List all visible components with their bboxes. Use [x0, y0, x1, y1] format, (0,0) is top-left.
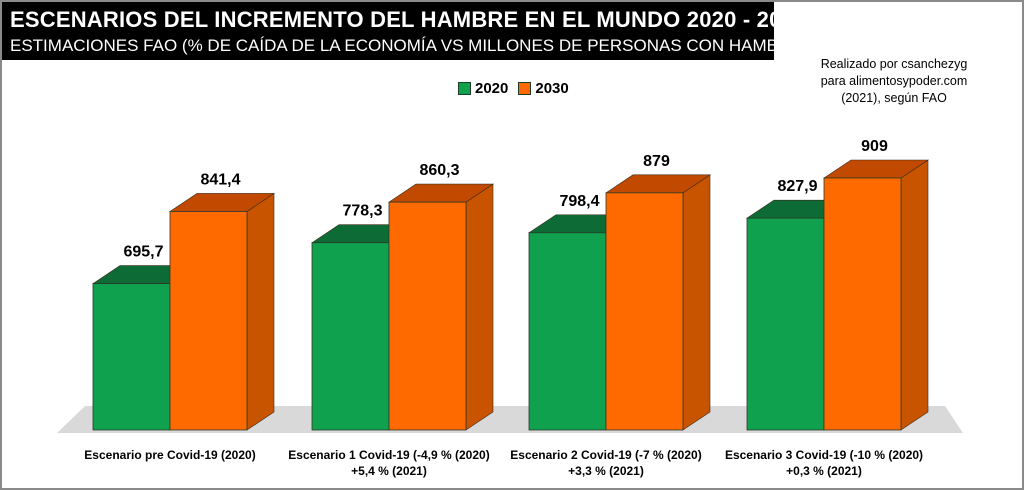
bar-side-2030-1 — [465, 183, 494, 431]
bar-side-2030-0 — [246, 192, 275, 431]
credit-note: Realizado por csanchezyg para alimentosy… — [784, 56, 1004, 107]
chart-subtitle: ESTIMACIONES FAO (% DE CAÍDA DE LA ECONO… — [10, 36, 808, 55]
legend-item-2020: 2020 — [458, 80, 508, 97]
category-label-2-1: +3,3 % (2021) — [568, 464, 644, 478]
bar-side-2030-3 — [900, 159, 929, 431]
credit-line-3: (2021), según FAO — [841, 91, 947, 105]
bar-2030-3 — [823, 177, 902, 431]
bar-2020-0 — [92, 283, 171, 431]
legend-label-2020: 2020 — [475, 80, 509, 97]
bar-side-2030-2 — [682, 174, 711, 431]
legend-label-2030: 2030 — [535, 80, 569, 97]
title-banner: ESCENARIOS DEL INCREMENTO DEL HAMBRE EN … — [2, 2, 807, 60]
chart-floor — [57, 406, 963, 433]
bar-2020-2 — [528, 232, 607, 431]
data-label-2030-3: 909 — [861, 138, 888, 155]
legend-item-2030: 2030 — [518, 80, 569, 97]
credit-line-2: para alimentosypoder.com — [820, 74, 968, 88]
credit-line-1: Realizado por csanchezyg — [820, 57, 968, 71]
legend: 2020 2030 — [458, 80, 579, 97]
category-label-3-0: Escenario 3 Covid-19 (-10 % (2020) — [725, 448, 923, 462]
bar-2020-3 — [746, 217, 825, 431]
category-label-2-0: Escenario 2 Covid-19 (-7 % (2020) — [510, 448, 701, 462]
bar-2030-2 — [605, 192, 684, 431]
data-label-2030-2: 879 — [643, 153, 670, 170]
data-label-2020-0: 695,7 — [123, 244, 163, 261]
data-label-2020-1: 778,3 — [342, 203, 382, 220]
category-label-3-1: +0,3 % (2021) — [786, 464, 862, 478]
data-label-2030-0: 841,4 — [200, 171, 240, 188]
category-label-1-1: +5,4 % (2021) — [351, 464, 427, 478]
data-label-2020-2: 798,4 — [559, 193, 599, 210]
data-label-2020-3: 827,9 — [777, 178, 817, 195]
legend-swatch-2030 — [518, 82, 532, 95]
chart-title: ESCENARIOS DEL INCREMENTO DEL HAMBRE EN … — [10, 7, 807, 32]
legend-swatch-2020 — [458, 82, 471, 95]
category-label-0-0: Escenario pre Covid-19 (2020) — [84, 448, 255, 462]
bar-2020-1 — [311, 242, 390, 431]
data-label-2030-1: 860,3 — [419, 162, 459, 179]
category-label-1-0: Escenario 1 Covid-19 (-4,9 % (2020) — [288, 448, 489, 462]
bar-2030-1 — [388, 201, 467, 431]
bar-2030-0 — [169, 211, 248, 431]
